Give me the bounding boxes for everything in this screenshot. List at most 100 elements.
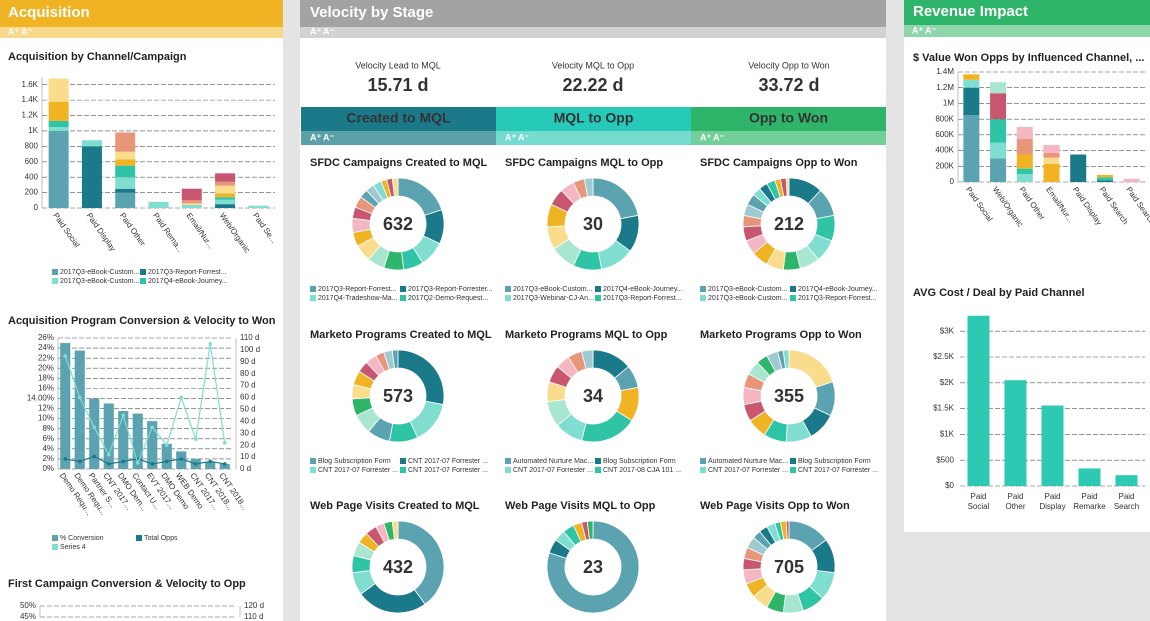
y-tick-label: 80 d: [240, 369, 256, 378]
legend-swatch: [310, 467, 316, 473]
bar-segment: [215, 204, 236, 208]
panel-header: [0, 0, 283, 27]
legend-label: CNT 2017-07 Forrester ...: [408, 467, 488, 474]
x-tick-label: Paid Display: [1039, 492, 1065, 511]
bar-segment: [115, 165, 136, 178]
bar-segment: [215, 199, 236, 205]
y-tick-label: 120 d: [244, 601, 264, 610]
y-tick-label: 800: [25, 141, 39, 150]
y-tick-label: 10%: [38, 414, 54, 423]
bar-segment: [1043, 163, 1060, 182]
bar-segment: [963, 74, 980, 80]
panel-title: Revenue Impact: [913, 3, 1028, 20]
font-decrease[interactable]: A⁻: [21, 26, 32, 36]
y-tick-label: 2%: [42, 454, 54, 463]
bar: [967, 315, 990, 486]
legend-label: Blog Subscription Form: [318, 458, 391, 465]
bar-segment: [990, 82, 1007, 94]
legend-swatch: [52, 278, 58, 284]
bar-segment: [48, 78, 69, 102]
bar: [1041, 405, 1064, 486]
stage-title: Opp to Won: [749, 110, 828, 126]
bar-segment: [148, 201, 169, 208]
font-decrease[interactable]: A⁻: [323, 26, 334, 36]
bar: [132, 413, 143, 469]
font-decrease[interactable]: A⁻: [518, 132, 529, 142]
bar-segment: [1016, 127, 1033, 139]
widget-title: SFDC Campaigns Opp to Won: [700, 157, 858, 169]
bar-segment: [1096, 180, 1113, 182]
revenue-panel: [904, 0, 1150, 532]
bar-segment: [1043, 157, 1060, 164]
stage-toolbar: [496, 131, 691, 145]
widget-title: Web Page Visits MQL to Opp: [505, 500, 656, 512]
bar: [1004, 380, 1027, 486]
kpi-value: 33.72 d: [758, 75, 819, 95]
legend-label: CNT 2017-07 Forrester ...: [408, 458, 488, 465]
font-decrease[interactable]: A⁻: [713, 132, 724, 142]
font-increase[interactable]: A⁺: [310, 26, 321, 36]
bar-segment: [48, 127, 69, 131]
line-point: [106, 452, 111, 457]
kpi-value: 22.22 d: [562, 75, 623, 95]
bar: [60, 343, 71, 469]
legend-swatch: [790, 286, 796, 292]
panel-title: Velocity by Stage: [310, 4, 433, 21]
widget-title: First Campaign Conversion & Velocity to …: [8, 578, 246, 590]
bar: [118, 411, 129, 469]
line-point: [222, 462, 227, 466]
bar: [205, 461, 216, 469]
y-tick-label: 1M: [943, 99, 954, 108]
legend-label: 2017Q4-eBook-Journey...: [798, 286, 878, 293]
legend-swatch: [400, 286, 406, 292]
bar-segment: [115, 132, 136, 152]
legend-swatch: [140, 278, 146, 284]
donut-segment: [785, 177, 790, 197]
bar-segment: [1096, 174, 1113, 178]
legend-label: 2017Q3-eBook-Custom...: [513, 286, 592, 293]
y-tick-label: 200K: [935, 161, 954, 170]
legend-label: 2017Q4-Tradeshow-Ma...: [318, 295, 398, 302]
x-tick-label: Paid Search: [1114, 492, 1139, 511]
bar-segment: [115, 151, 136, 160]
stage-toolbar: [301, 131, 496, 145]
y-tick-label: $1.5K: [933, 404, 955, 413]
donut-segment: [581, 349, 594, 370]
font-decrease[interactable]: A⁻: [323, 132, 334, 142]
legend-label: 2017Q3-eBook-Custom...: [708, 286, 787, 293]
y-tick-label: 1.2M: [936, 83, 954, 92]
y-tick-label: 50%: [20, 601, 36, 610]
line: [65, 455, 225, 465]
y-tick-label: 14.00%: [27, 394, 54, 403]
donut-total: 432: [383, 557, 413, 577]
legend-swatch: [700, 458, 706, 464]
donut-total: 355: [774, 386, 804, 406]
y-tick-label: 200: [25, 188, 39, 197]
donut-total: 632: [383, 214, 413, 234]
donut-segment: [391, 349, 399, 369]
line-point: [150, 425, 155, 430]
font-increase[interactable]: A⁺: [8, 26, 19, 36]
y-tick-label: $3K: [940, 326, 955, 335]
bar-segment: [215, 173, 236, 182]
x-tick-label: Paid Social: [968, 492, 990, 511]
legend-swatch: [505, 467, 511, 473]
bar-segment: [1016, 138, 1033, 155]
bar-segment: [963, 79, 980, 88]
font-increase[interactable]: A⁺: [505, 132, 516, 142]
legend-swatch: [400, 467, 406, 473]
legend-swatch: [790, 458, 796, 464]
legend-swatch: [700, 295, 706, 301]
panel-toolbar: [0, 27, 283, 38]
bar-segment: [181, 203, 202, 205]
bar-segment: [1070, 154, 1087, 182]
bar-segment: [990, 142, 1007, 159]
font-increase[interactable]: A⁺: [310, 132, 321, 142]
legend-label: 2017Q3-Report-Forrester...: [408, 286, 492, 293]
font-decrease[interactable]: A⁻: [925, 25, 936, 35]
donut-segment: [391, 177, 399, 197]
line-point: [121, 459, 126, 464]
font-increase[interactable]: A⁺: [700, 132, 711, 142]
font-increase[interactable]: A⁺: [912, 25, 923, 35]
